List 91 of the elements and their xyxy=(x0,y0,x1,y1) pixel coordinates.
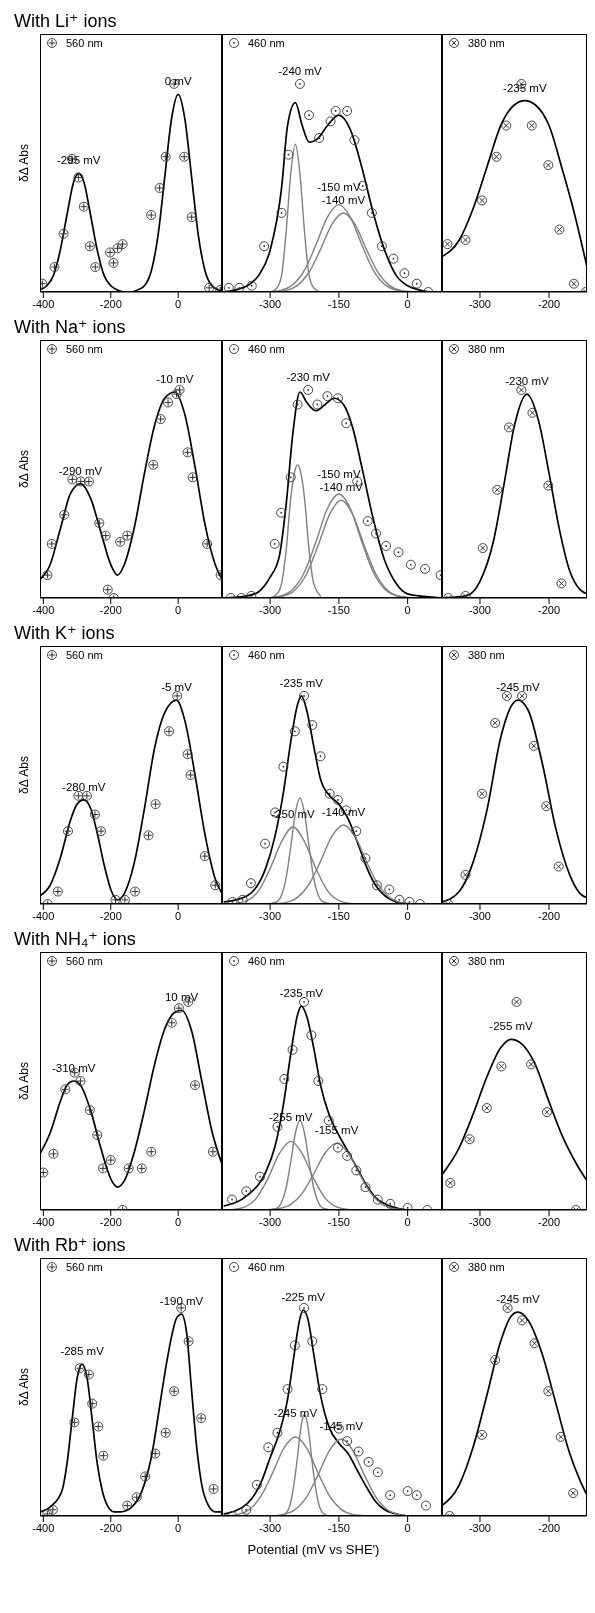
x-tick-label: -200 xyxy=(538,909,561,922)
annotation: -235 mV xyxy=(279,987,324,1001)
x-tick-label: 0 xyxy=(404,297,411,310)
x-tick-label: -300 xyxy=(259,1521,282,1534)
x-tick-label: 0 xyxy=(175,297,182,310)
x-tick-label: 0 xyxy=(404,603,411,616)
annotation: 10 mV xyxy=(164,991,199,1005)
legend-label: 460 nm xyxy=(248,955,285,967)
x-tick-label: -300 xyxy=(259,1215,282,1228)
x-tick-label: -200 xyxy=(99,603,122,616)
legend-label: 380 nm xyxy=(468,37,505,49)
legend-label: 560 nm xyxy=(66,343,103,355)
x-tick-label: -300 xyxy=(468,1215,491,1228)
x-tick-label: -200 xyxy=(538,603,561,616)
x-tick-label: -150 xyxy=(327,297,350,310)
annotation: -255 mV xyxy=(489,1020,533,1034)
x-tick-label: -400 xyxy=(32,909,55,922)
chart-title: With Li⁺ ions xyxy=(14,11,117,31)
annotation: -5 mV xyxy=(161,681,192,695)
x-tick-label: -300 xyxy=(259,603,282,616)
annotation: -280 mV xyxy=(62,780,106,794)
x-tick-label: -300 xyxy=(468,297,491,310)
annotation: -10 mV xyxy=(156,373,194,387)
chart-title: With K⁺ ions xyxy=(14,623,115,643)
x-tick-label: -400 xyxy=(32,1521,55,1534)
x-tick-label: -150 xyxy=(327,909,350,922)
x-tick-label: 0 xyxy=(175,1521,182,1534)
legend-label: 560 nm xyxy=(66,649,103,661)
x-tick-label: 0 xyxy=(175,603,182,616)
x-tick-label: -300 xyxy=(468,603,491,616)
annotation: -150 mV xyxy=(317,180,361,194)
annotation: -150 mV xyxy=(317,468,361,482)
annotation: -235 mV xyxy=(279,676,324,690)
annotation: -240 mV xyxy=(278,64,322,78)
x-tick-label: 0 xyxy=(404,1215,411,1228)
x-tick-label: -400 xyxy=(32,1215,55,1228)
annotation: -225 mV xyxy=(281,1291,325,1305)
legend-label: 560 nm xyxy=(66,955,103,967)
x-tick-label: -300 xyxy=(259,297,282,310)
x-tick-label: -150 xyxy=(327,1521,350,1534)
legend-label: 380 nm xyxy=(468,955,505,967)
x-tick-label: -400 xyxy=(32,297,55,310)
x-tick-label: -400 xyxy=(32,603,55,616)
y-axis-title: δΔ Abs xyxy=(17,755,31,795)
x-tick-label: -200 xyxy=(99,1215,122,1228)
annotation: -190 mV xyxy=(159,1295,204,1309)
legend-label: 460 nm xyxy=(248,343,285,355)
legend-label: 460 nm xyxy=(248,649,285,661)
legend-label: 560 nm xyxy=(66,1261,103,1273)
chart-title: With NH₄⁺ ions xyxy=(14,929,136,949)
legend-label: 380 nm xyxy=(468,1261,505,1273)
legend-label: 380 nm xyxy=(468,649,505,661)
x-tick-label: -300 xyxy=(468,1521,491,1534)
x-tick-label: -300 xyxy=(259,909,282,922)
x-tick-label: 0 xyxy=(175,1215,182,1228)
annotation: -140 mV xyxy=(321,193,366,207)
x-tick-label: -200 xyxy=(538,297,561,310)
legend-label: 460 nm xyxy=(248,1261,285,1273)
x-tick-label: -200 xyxy=(538,1521,561,1534)
legend-label: 560 nm xyxy=(66,37,103,49)
x-axis-title: Potential (mV vs SHE') xyxy=(247,1542,380,1557)
legend-label: 380 nm xyxy=(468,343,505,355)
annotation: -140 mV xyxy=(319,481,363,495)
chart-title: With Rb⁺ ions xyxy=(14,1235,126,1255)
x-tick-label: -150 xyxy=(327,1215,350,1228)
chart-title: With Na⁺ ions xyxy=(14,317,126,337)
y-axis-title: δΔ Abs xyxy=(17,1367,31,1407)
x-tick-label: -300 xyxy=(468,909,491,922)
x-tick-label: -150 xyxy=(327,603,350,616)
x-tick-label: 0 xyxy=(404,909,411,922)
x-tick-label: -200 xyxy=(99,297,122,310)
x-tick-label: 0 xyxy=(175,909,182,922)
annotation: -230 mV xyxy=(505,375,549,389)
annotation: 0 mV xyxy=(164,75,192,89)
y-axis-title: δΔ Abs xyxy=(17,449,31,489)
y-axis-title: δΔ Abs xyxy=(17,143,31,183)
annotation: -290 mV xyxy=(58,464,103,478)
annotation: -245 mV xyxy=(496,1293,540,1307)
x-tick-label: -200 xyxy=(99,909,122,922)
annotation: -285 mV xyxy=(60,1345,104,1359)
annotation: -140 mV xyxy=(321,805,366,819)
annotation: -235 mV xyxy=(503,81,547,95)
annotation: -295 mV xyxy=(57,154,101,168)
y-axis-title: δΔ Abs xyxy=(17,1061,31,1101)
annotation: -230 mV xyxy=(286,370,330,384)
x-tick-label: 0 xyxy=(404,1521,411,1534)
legend-label: 460 nm xyxy=(248,37,285,49)
annotation: -310 mV xyxy=(51,1062,96,1075)
annotation: -245 mV xyxy=(496,681,540,695)
x-tick-label: -200 xyxy=(99,1521,122,1534)
x-tick-label: -200 xyxy=(538,1215,561,1228)
